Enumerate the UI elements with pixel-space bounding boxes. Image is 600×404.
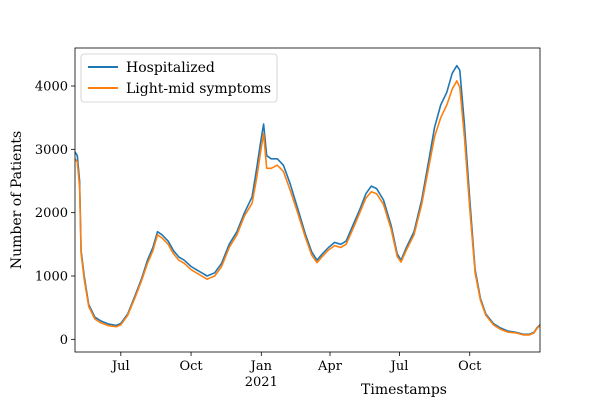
x-tick-sublabel: 2021 (245, 375, 278, 390)
series-line-hospitalized (74, 64, 541, 336)
y-tick-label: 1000 (35, 270, 68, 285)
y-tick-label: 4000 (35, 80, 68, 95)
x-tick-label: Jan (249, 359, 273, 374)
x-axis-label: Timestamps (361, 382, 447, 398)
x-tick-label: Oct (458, 359, 482, 374)
legend-label-hospitalized: Hospitalized (126, 60, 215, 76)
axes-frame (74, 47, 541, 353)
x-tick-label: Apr (317, 359, 343, 374)
y-axis: 0 1000 2000 3000 4000 (35, 80, 75, 348)
x-tick-label: Jul (110, 359, 130, 374)
y-tick-label: 2000 (35, 206, 68, 221)
y-tick-label: 0 (60, 333, 68, 348)
y-tick-label: 3000 (35, 143, 68, 158)
series-line-light-mid-symptoms (74, 80, 541, 336)
y-axis-label: Number of Patients (9, 131, 25, 269)
legend-label-light-mid-symptoms: Light-mid symptoms (126, 81, 271, 97)
series-layer (74, 64, 541, 336)
x-tick-label: Jul (389, 359, 409, 374)
legend: Hospitalized Light-mid symptoms (80, 53, 278, 103)
legend-frame (80, 53, 278, 103)
x-tick-label: Oct (179, 359, 203, 374)
